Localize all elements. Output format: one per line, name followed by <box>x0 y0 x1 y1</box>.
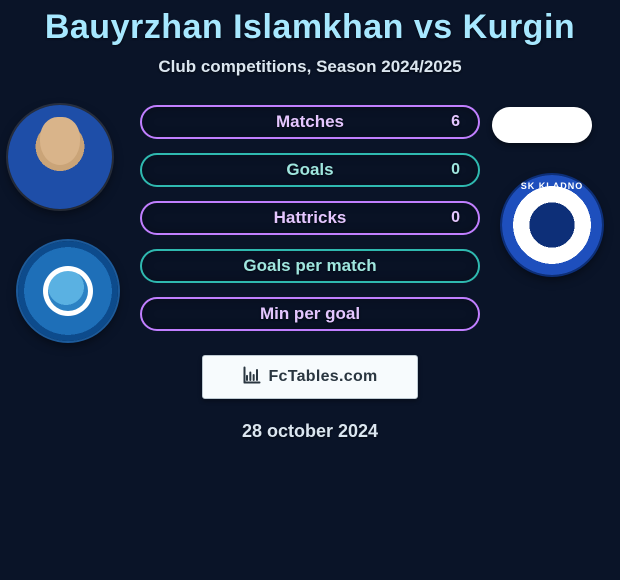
stat-label: Goals per match <box>243 256 376 276</box>
stat-label: Hattricks <box>274 208 347 228</box>
comparison-body: Matches 6 Goals 0 Hattricks 0 Goals per match M… <box>0 105 620 331</box>
brand-text: FcTables.com <box>268 368 377 386</box>
stat-pill: Hattricks 0 <box>140 201 480 235</box>
club-badge-right <box>502 175 602 275</box>
club-badge-left <box>18 241 118 341</box>
player-left-avatar <box>8 105 112 209</box>
chart-icon <box>242 365 262 390</box>
player-right-avatar-placeholder <box>492 107 592 143</box>
stat-label: Min per goal <box>260 304 360 324</box>
comparison-subtitle: Club competitions, Season 2024/2025 <box>0 57 620 77</box>
fctables-logo-card: FcTables.com <box>202 355 418 399</box>
snapshot-date: 28 october 2024 <box>0 421 620 442</box>
stat-label: Goals <box>286 160 333 180</box>
stat-value: 6 <box>451 113 460 131</box>
stat-label: Matches <box>276 112 344 132</box>
stat-pill-list: Matches 6 Goals 0 Hattricks 0 Goals per match M… <box>140 105 480 331</box>
comparison-title: Bauyrzhan Islamkhan vs Kurgin <box>0 0 620 47</box>
stat-value: 0 <box>451 209 460 227</box>
stat-pill: Goals per match <box>140 249 480 283</box>
stat-pill: Goals 0 <box>140 153 480 187</box>
stat-pill: Matches 6 <box>140 105 480 139</box>
stat-pill: Min per goal <box>140 297 480 331</box>
stat-value: 0 <box>451 161 460 179</box>
